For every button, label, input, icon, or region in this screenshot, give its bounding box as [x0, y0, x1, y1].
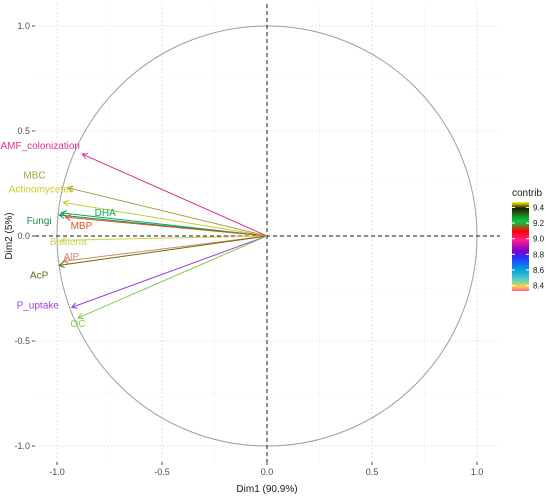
label-mbc: MBC: [23, 171, 45, 182]
label-oc: OC: [71, 319, 86, 330]
arrow-mbp: [65, 216, 268, 237]
label-amf_colonization: AMF_colonization: [0, 141, 79, 152]
legend-tick-label: 9.0: [533, 235, 545, 244]
arrow-dha: [61, 212, 268, 237]
variable-labels: AMF_colonization MBC Actinomycetes Fungi DHA…: [0, 141, 116, 330]
legend-ticks: 9.4 9.2 9.0 8.8 8.6 8.4: [512, 203, 545, 291]
legend-colorbar: [512, 202, 529, 291]
y-tick-label: 0.0: [17, 231, 30, 241]
arrowhead-oc: [77, 312, 85, 319]
contrib-legend: contrib 9.4 9.2 9.0 8.8 8.6 8.4: [512, 188, 545, 291]
variable-arrows: [58, 153, 268, 319]
legend-tick-label: 8.6: [533, 266, 545, 275]
label-mbp: MBP: [71, 221, 93, 232]
y-tick-label: -1.0: [14, 441, 30, 451]
label-alp: AlP: [64, 252, 80, 263]
arrow-mbc: [67, 187, 268, 237]
arrowhead-alp: [62, 257, 70, 264]
label-p_uptake: P_uptake: [17, 300, 60, 311]
legend-tick-label: 9.4: [533, 203, 545, 212]
x-axis-ticks: -1.0 -0.5 0.0 0.5 1.0: [49, 462, 483, 477]
arrow-p_uptake: [71, 235, 268, 308]
x-tick-label: 0.0: [261, 467, 274, 477]
x-tick-label: 1.0: [471, 467, 484, 477]
legend-title: contrib: [512, 188, 542, 199]
label-fungi: Fungi: [27, 216, 52, 227]
arrowhead-mbp: [64, 214, 72, 221]
arrowhead-p_uptake: [70, 302, 78, 309]
arrowhead-actinomycetes: [62, 199, 70, 207]
legend-tick-label: 8.4: [533, 282, 545, 291]
x-tick-label: 0.5: [366, 467, 379, 477]
arrow-amf_colonization: [81, 153, 268, 237]
arrowhead-dha: [60, 210, 67, 217]
label-actinomycetes: Actinomycetes: [9, 184, 74, 195]
arrowhead-acp: [58, 261, 65, 268]
y-tick-label: -0.5: [14, 336, 30, 346]
label-acp: AcP: [30, 270, 49, 281]
y-tick-label: 1.0: [17, 21, 30, 31]
legend-tick-label: 8.8: [533, 250, 545, 259]
x-tick-label: -0.5: [154, 467, 170, 477]
y-axis-title: Dim2 (5%): [4, 212, 15, 259]
arrow-actinomycetes: [63, 201, 268, 237]
arrow-alp: [63, 235, 268, 262]
x-tick-label: -1.0: [49, 467, 65, 477]
arrowhead-amf_colonization: [81, 153, 89, 160]
arrowhead-bacteria: [60, 236, 67, 244]
label-dha: DHA: [95, 208, 116, 219]
arrowhead-mbc: [66, 185, 74, 193]
y-tick-label: 0.5: [17, 126, 30, 136]
arrow-acp: [59, 235, 268, 266]
y-axis-ticks: -1.0 -0.5 0.0 0.5 1.0: [14, 21, 35, 451]
label-bacteria: Bacteria: [50, 237, 87, 248]
arrow-bacteria: [61, 235, 268, 241]
x-axis-title: Dim1 (90.9%): [236, 484, 297, 495]
legend-tick-label: 9.2: [533, 219, 545, 228]
arrow-oc: [77, 235, 268, 319]
